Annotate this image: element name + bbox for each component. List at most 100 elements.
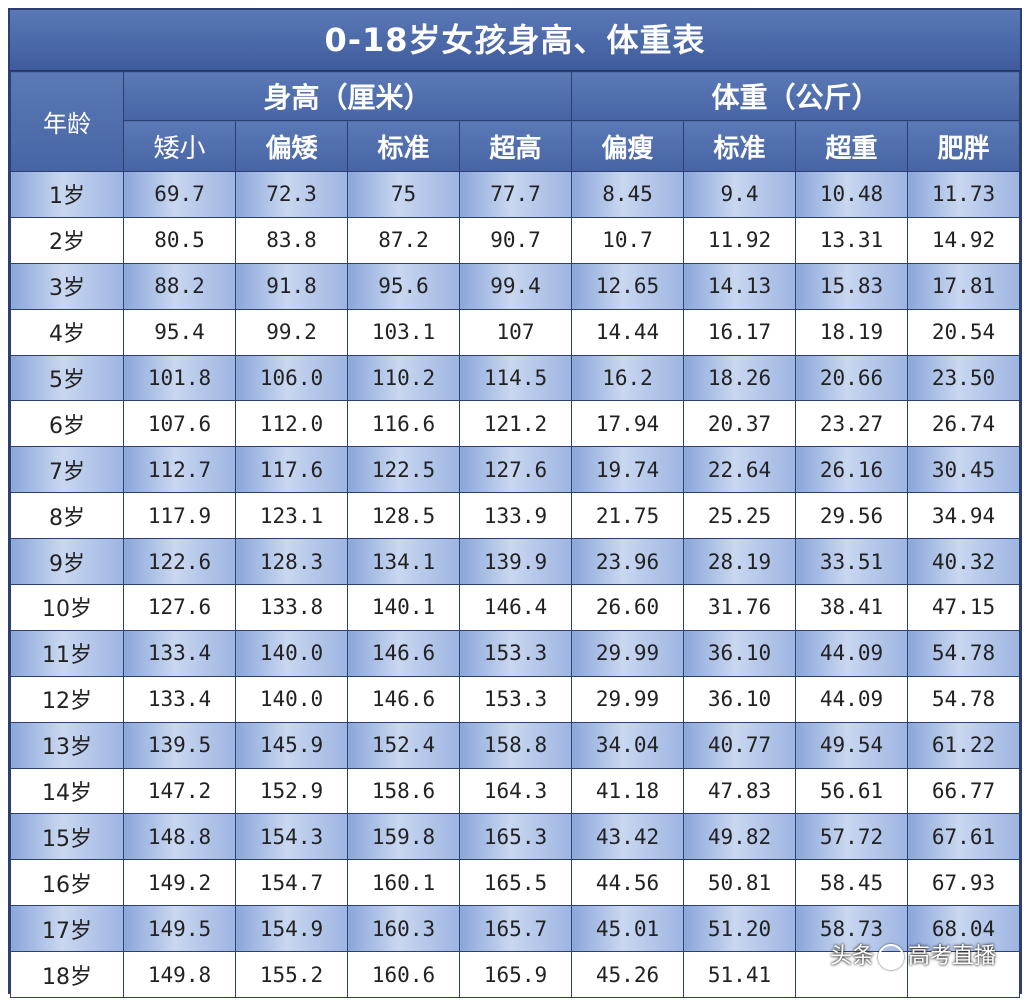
age-cell: 16岁 — [10, 859, 124, 907]
height-value-cell: 88.2 — [123, 262, 236, 310]
weight-value-cell: 44.09 — [795, 675, 908, 723]
height-value-cell: 133.4 — [123, 675, 236, 723]
weight-value-cell: 11.92 — [683, 216, 796, 264]
weight-value-cell: 10.48 — [795, 171, 908, 218]
height-value-cell: 154.7 — [235, 859, 348, 907]
height-value-cell: 101.8 — [123, 354, 236, 402]
weight-value-cell: 30.45 — [907, 446, 1020, 494]
age-cell: 4岁 — [10, 308, 124, 356]
age-cell: 2岁 — [10, 216, 124, 264]
height-value-cell: 160.3 — [347, 905, 460, 953]
height-value-cell: 155.2 — [235, 951, 348, 999]
weight-value-cell: 54.78 — [907, 675, 1020, 723]
table-row: 18岁 149.8 155.2 160.6 165.9 45.26 51.41 — [10, 951, 1020, 999]
height-value-cell: 128.5 — [347, 492, 460, 540]
group-header-row: 年龄 身高（厘米） 体重（公斤） — [10, 71, 1020, 172]
height-value-cell: 80.5 — [123, 216, 236, 264]
height-value-cell: 153.3 — [459, 675, 572, 723]
weight-value-cell: 17.94 — [571, 400, 684, 448]
age-cell: 6岁 — [10, 400, 124, 448]
weight-value-cell: 44.09 — [795, 629, 908, 677]
age-cell: 15岁 — [10, 813, 124, 861]
weight-value-cell: 22.64 — [683, 446, 796, 494]
weight-value-cell: 47.83 — [683, 767, 796, 815]
weight-value-cell: 61.22 — [907, 721, 1020, 769]
table-row: 4岁 95.4 99.2 103.1 107 14.44 16.17 18.19 20.54 — [10, 308, 1020, 356]
weight-value-cell: 18.26 — [683, 354, 796, 402]
height-value-cell: 95.6 — [347, 262, 460, 310]
height-value-cell: 103.1 — [347, 308, 460, 356]
height-value-cell: 165.7 — [459, 905, 572, 953]
age-cell: 11岁 — [10, 629, 124, 677]
age-cell: 13岁 — [10, 721, 124, 769]
height-value-cell: 133.4 — [123, 629, 236, 677]
weight-value-cell: 40.77 — [683, 721, 796, 769]
table-row: 17岁 149.5 154.9 160.3 165.7 45.01 51.20 58.73 68… — [10, 905, 1020, 953]
weight-value-cell: 56.61 — [795, 767, 908, 815]
weight-value-cell: 45.26 — [571, 951, 684, 999]
height-value-cell: 149.5 — [123, 905, 236, 953]
weight-col-overweight: 超重 — [795, 120, 908, 172]
height-value-cell: 146.6 — [347, 675, 460, 723]
weight-value-cell: 14.92 — [907, 216, 1020, 264]
weight-value-cell: 20.54 — [907, 308, 1020, 356]
weight-value-cell: 36.10 — [683, 675, 796, 723]
height-value-cell: 152.4 — [347, 721, 460, 769]
weight-value-cell: 45.01 — [571, 905, 684, 953]
height-value-cell: 83.8 — [235, 216, 348, 264]
height-value-cell: 139.9 — [459, 538, 572, 586]
age-cell: 12岁 — [10, 675, 124, 723]
height-value-cell: 140.0 — [235, 675, 348, 723]
height-value-cell: 127.6 — [459, 446, 572, 494]
weight-value-cell: 19.74 — [571, 446, 684, 494]
height-value-cell: 152.9 — [235, 767, 348, 815]
height-value-cell: 139.5 — [123, 721, 236, 769]
watermark-source: 头条 — [829, 944, 874, 969]
height-value-cell: 146.4 — [459, 584, 572, 631]
weight-value-cell: 23.50 — [907, 354, 1020, 402]
height-value-cell: 148.8 — [123, 813, 236, 861]
height-col-below: 偏矮 — [235, 120, 348, 172]
weight-value-cell: 47.15 — [907, 584, 1020, 631]
height-value-cell: 133.9 — [459, 492, 572, 540]
weight-value-cell: 25.25 — [683, 492, 796, 540]
weight-value-cell: 20.37 — [683, 400, 796, 448]
height-weight-table: 年龄 身高（厘米） 体重（公斤） 矮小 偏矮 标准 超高 偏瘦 标准 超重 肥胖… — [10, 71, 1020, 999]
weight-value-cell: 11.73 — [907, 171, 1020, 218]
height-value-cell: 147.2 — [123, 767, 236, 815]
height-value-cell: 127.6 — [123, 584, 236, 631]
height-value-cell: 153.3 — [459, 629, 572, 677]
height-value-cell: 116.6 — [347, 400, 460, 448]
height-value-cell: 99.2 — [235, 308, 348, 356]
table-row: 5岁 101.8 106.0 110.2 114.5 16.2 18.26 20.66 23.5… — [10, 354, 1020, 402]
weight-value-cell: 67.61 — [907, 813, 1020, 861]
weight-value-cell: 49.54 — [795, 721, 908, 769]
weight-value-cell: 34.04 — [571, 721, 684, 769]
weight-value-cell: 49.82 — [683, 813, 796, 861]
table-row: 13岁 139.5 145.9 152.4 158.8 34.04 40.77 49.54 61… — [10, 721, 1020, 769]
height-value-cell: 121.2 — [459, 400, 572, 448]
weight-value-cell: 36.10 — [683, 629, 796, 677]
weight-value-cell: 54.78 — [907, 629, 1020, 677]
weight-value-cell — [795, 951, 908, 999]
height-value-cell: 107 — [459, 308, 572, 356]
height-value-cell: 90.7 — [459, 216, 572, 264]
weight-value-cell: 66.77 — [907, 767, 1020, 815]
height-value-cell: 112.0 — [235, 400, 348, 448]
age-cell: 7岁 — [10, 446, 124, 494]
weight-value-cell: 15.83 — [795, 262, 908, 310]
weight-value-cell: 68.04 — [907, 905, 1020, 953]
weight-value-cell: 58.73 — [795, 905, 908, 953]
page-title: 0-18岁女孩身高、体重表 — [10, 10, 1020, 71]
table-body: 1岁 69.7 72.3 75 77.7 8.45 9.4 10.48 11.73 2岁 80.5 8… — [10, 171, 1020, 999]
weight-value-cell: 26.60 — [571, 584, 684, 631]
weight-value-cell: 67.93 — [907, 859, 1020, 907]
table-row: 16岁 149.2 154.7 160.1 165.5 44.56 50.81 58.45 67… — [10, 859, 1020, 907]
age-header: 年龄 — [10, 71, 124, 172]
height-value-cell: 99.4 — [459, 262, 572, 310]
weight-value-cell: 43.42 — [571, 813, 684, 861]
weight-value-cell — [907, 951, 1020, 999]
weight-value-cell: 13.31 — [795, 216, 908, 264]
weight-value-cell: 8.45 — [571, 171, 684, 218]
age-cell: 14岁 — [10, 767, 124, 815]
